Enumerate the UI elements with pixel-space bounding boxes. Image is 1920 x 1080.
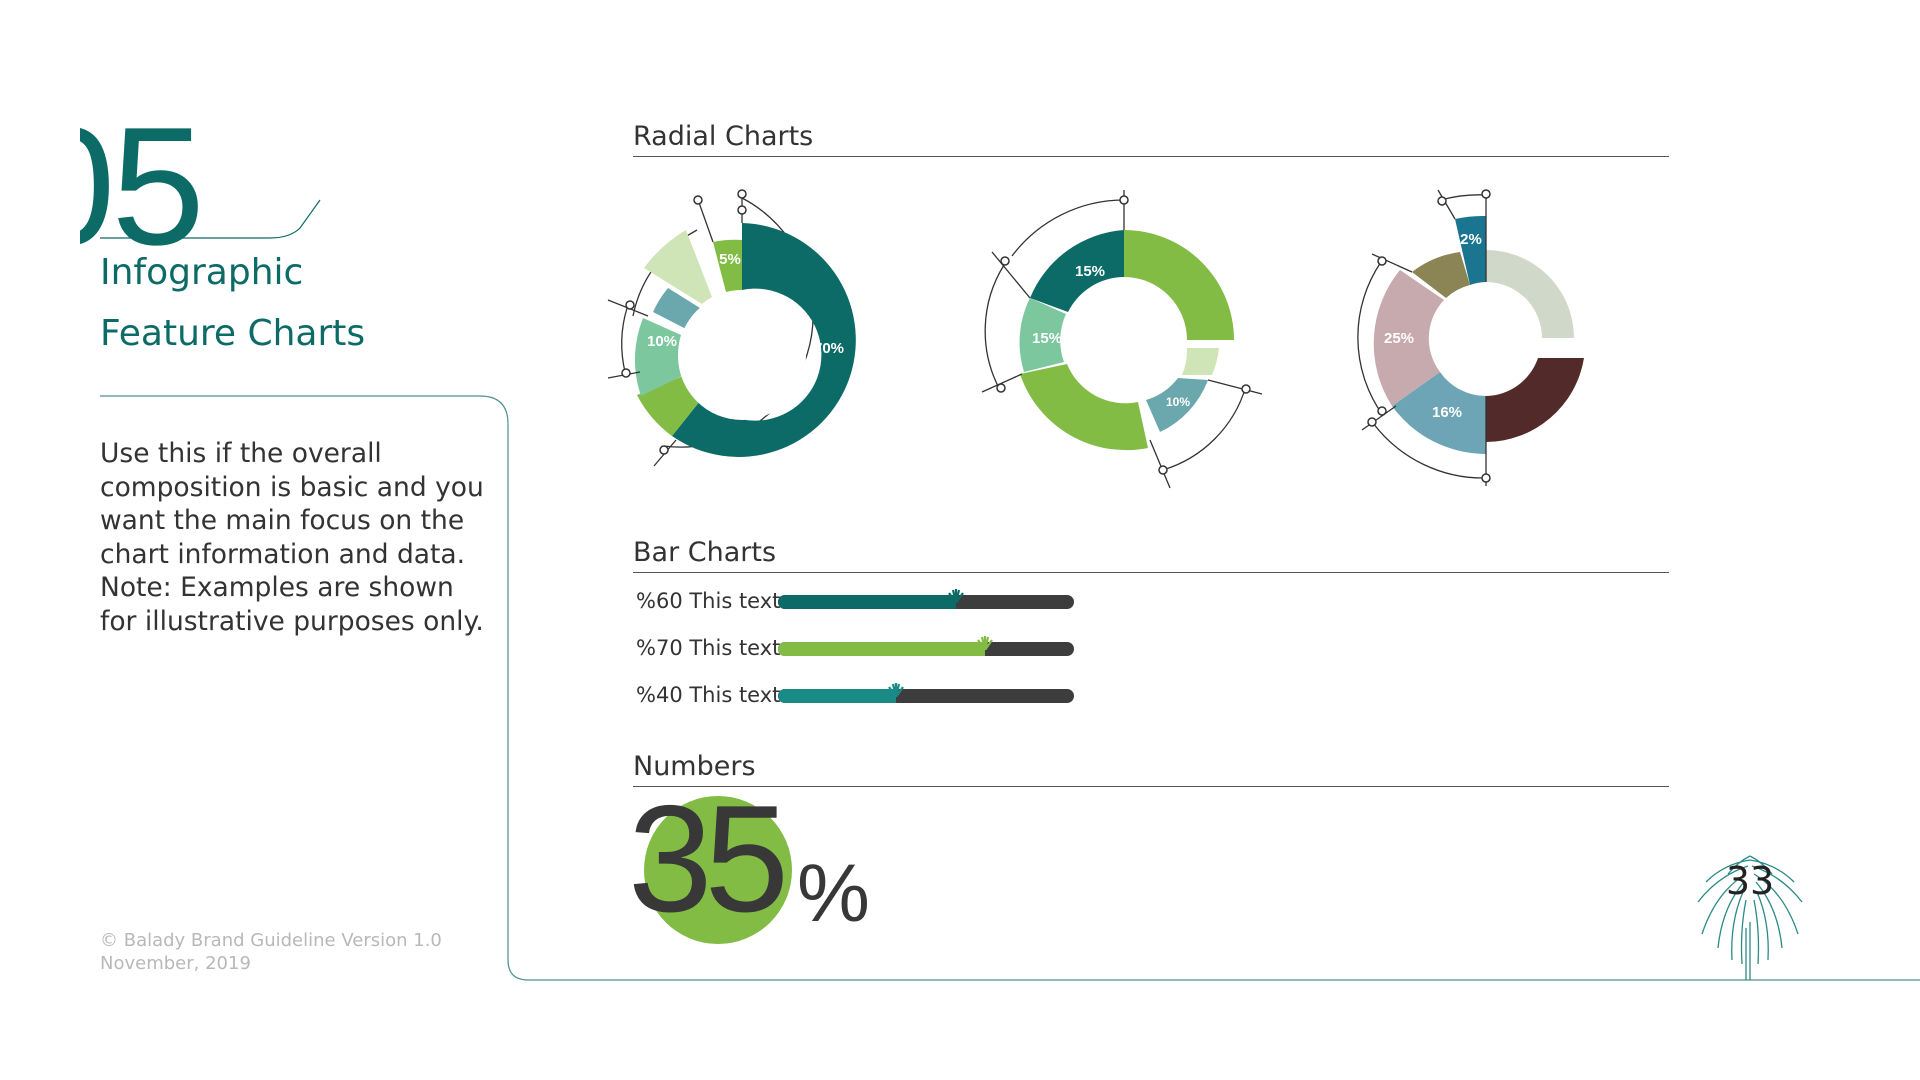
- radial-chart-2: 15% 15% 10%: [981, 190, 1263, 489]
- chapter-underline: [100, 199, 321, 239]
- chart-slice: [644, 230, 712, 304]
- slice-label: 15%: [1075, 263, 1105, 280]
- chart-slice: [1146, 378, 1208, 432]
- bar-fill: [778, 689, 896, 703]
- radial-chart-1: 70% 5% 10%: [607, 189, 856, 467]
- bar-row: %70 This text: [636, 632, 1076, 664]
- slice-label: 70%: [814, 340, 844, 357]
- description-line: chart information and data.: [100, 538, 466, 570]
- bar-fill: [778, 642, 985, 656]
- chart-slice: [1486, 358, 1584, 442]
- chart-slice: [1486, 250, 1574, 338]
- description-line: Use this if the overall: [100, 438, 382, 469]
- chart-slice: [1020, 364, 1148, 451]
- page-number: 33: [1725, 859, 1775, 903]
- outline-arc: [621, 307, 628, 373]
- bar-fill: [778, 595, 956, 609]
- chart-slice: [1373, 270, 1444, 406]
- slice-label: 15%: [1032, 330, 1062, 347]
- leaf-knob-icon: [888, 683, 904, 697]
- chart-slice: [1455, 215, 1486, 285]
- numbers-header: Numbers: [633, 748, 1669, 787]
- bar-label: %40 This text: [636, 683, 781, 707]
- description-text: Use this if the overall composition is b…: [100, 437, 500, 638]
- chart-slice: [713, 239, 742, 292]
- bar-track: [778, 683, 1074, 703]
- chart-slice: [1019, 298, 1066, 372]
- radial-charts: 70% 5% 10% 15% 15% 10%: [607, 189, 1584, 489]
- chart-slice: [1392, 372, 1486, 454]
- slice-label: 2%: [1460, 231, 1482, 248]
- section-title: Infographic Feature Charts: [100, 242, 365, 364]
- bar-track: [778, 636, 1074, 656]
- description-line: for illustrative purposes only.: [100, 605, 484, 637]
- leaf-knob-icon: [977, 636, 993, 650]
- chart-slice: [637, 376, 704, 436]
- description-line: Note: Examples are shown: [100, 572, 454, 603]
- section-title-line-1: Infographic: [100, 252, 304, 293]
- footer-copyright: © Balady Brand Guideline Version 1.0: [100, 930, 442, 951]
- bar-charts-header: Bar Charts: [633, 534, 1669, 573]
- big-number-value: 35: [628, 774, 789, 944]
- slice-label: 16%: [1432, 404, 1462, 421]
- slice-label: 10%: [647, 333, 677, 350]
- footer-date: November, 2019: [100, 953, 251, 974]
- bar-row: %60 This text: [636, 585, 1076, 617]
- leaf-knob-icon: [948, 589, 964, 603]
- chart-slice: [634, 318, 682, 396]
- palm-tree-icon: [1697, 855, 1803, 980]
- section-title-line-2: Feature Charts: [100, 313, 366, 354]
- slice-label: 25%: [1384, 330, 1414, 347]
- chart-slice: [1412, 252, 1470, 298]
- chapter-number: 05: [80, 92, 205, 248]
- big-number-unit: %: [797, 848, 870, 939]
- chart-slice: [672, 223, 856, 457]
- bar-label: %60 This text: [636, 589, 781, 613]
- radial-chart-3: 2% 25% 16%: [1357, 189, 1584, 486]
- bar-row: %40 This text: [636, 679, 1076, 711]
- chart-slice: [1124, 230, 1234, 340]
- bar-track: [778, 589, 1074, 609]
- bar-label: %70 This text: [636, 636, 781, 660]
- chart-slice: [1182, 348, 1219, 375]
- radial-charts-header: Radial Charts: [633, 118, 1669, 157]
- description-line: composition is basic and you: [100, 471, 484, 503]
- chart-slice: [1030, 230, 1124, 312]
- slice-label: 10%: [1166, 395, 1190, 409]
- chart-slice: [653, 288, 700, 330]
- slice-label: 5%: [719, 251, 741, 268]
- description-line: want the main focus on the: [100, 505, 465, 536]
- big-number-circle: [644, 796, 792, 944]
